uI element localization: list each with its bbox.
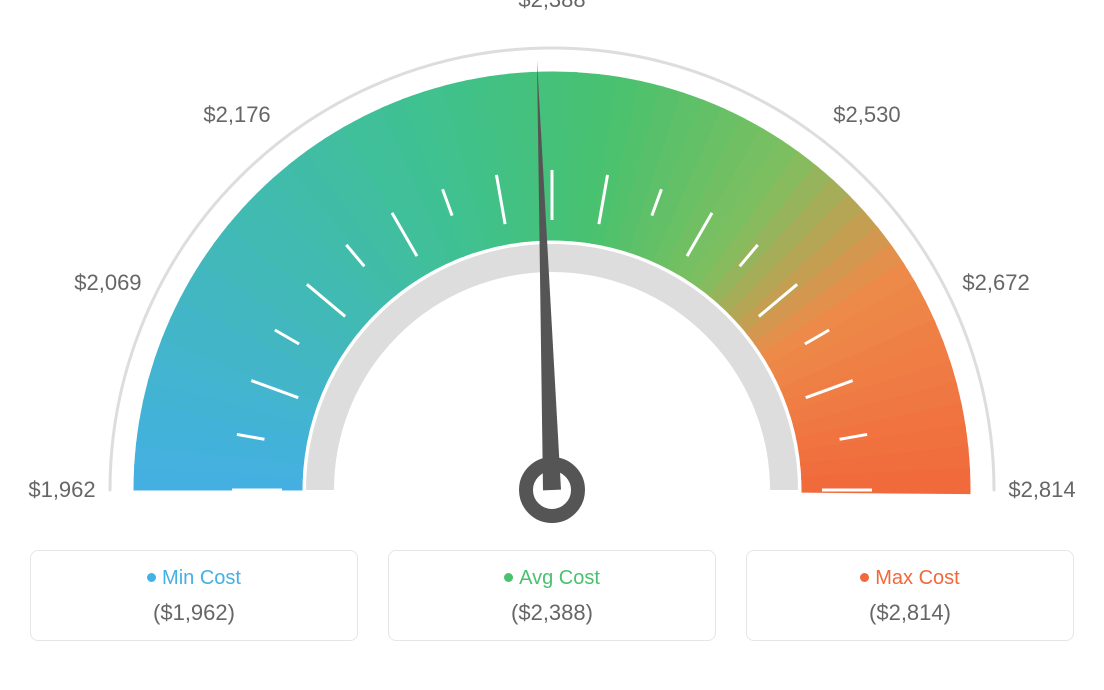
- legend-avg: Avg Cost ($2,388): [388, 550, 716, 641]
- gauge-tick-label: $2,530: [833, 102, 900, 128]
- legend-max-value: ($2,814): [757, 600, 1063, 626]
- gauge-tick-label: $1,962: [28, 477, 95, 503]
- gauge-tick-label: $2,176: [203, 102, 270, 128]
- legend-avg-value: ($2,388): [399, 600, 705, 626]
- gauge-svg: [0, 0, 1104, 540]
- legend-min: Min Cost ($1,962): [30, 550, 358, 641]
- legend: Min Cost ($1,962) Avg Cost ($2,388) Max …: [0, 540, 1104, 641]
- legend-min-title: Min Cost: [41, 567, 347, 590]
- dot-icon: [860, 573, 869, 582]
- legend-max-title-text: Max Cost: [875, 567, 959, 589]
- legend-avg-title: Avg Cost: [399, 567, 705, 590]
- gauge-tick-label: $2,069: [74, 270, 141, 296]
- legend-max: Max Cost ($2,814): [746, 550, 1074, 641]
- legend-min-value: ($1,962): [41, 600, 347, 626]
- legend-avg-title-text: Avg Cost: [519, 567, 600, 589]
- gauge-tick-label: $2,814: [1008, 477, 1075, 503]
- dot-icon: [147, 573, 156, 582]
- legend-max-title: Max Cost: [757, 567, 1063, 590]
- dot-icon: [504, 573, 513, 582]
- gauge-tick-label: $2,388: [518, 0, 585, 13]
- gauge-chart: $1,962 $2,069 $2,176 $2,388 $2,530 $2,672 $2,8…: [0, 0, 1104, 540]
- gauge-tick-label: $2,672: [962, 270, 1029, 296]
- legend-min-title-text: Min Cost: [162, 567, 241, 589]
